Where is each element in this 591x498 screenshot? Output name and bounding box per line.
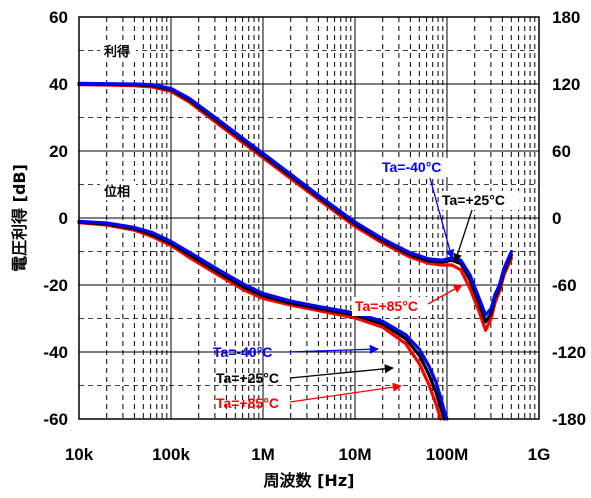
x-tick-label: 1M — [251, 445, 275, 464]
x-tick-label: 1G — [528, 445, 551, 464]
y2-tick-label: -180 — [552, 410, 586, 429]
y2-tick-label: 0 — [552, 209, 561, 228]
annotation-phase-minus40: Ta=-40°C — [213, 344, 272, 360]
phase-caption: 位相 — [104, 184, 130, 200]
y2-tick-label: 120 — [552, 75, 580, 94]
annotation-phase-plus25: Ta=+25°C — [216, 370, 279, 386]
annotation-gain-minus40: Ta=-40°C — [382, 159, 441, 175]
y-tick-label: 40 — [49, 75, 68, 94]
phase-line-minus40 — [77, 219, 449, 421]
y-tick-label: -40 — [43, 343, 68, 362]
phase-line-plus85 — [77, 221, 443, 421]
annotation-arrow — [289, 364, 394, 379]
x-tick-label: 10M — [338, 445, 371, 464]
y-tick-label: -20 — [43, 276, 68, 295]
plot-frame — [78, 16, 540, 420]
series-lines — [77, 81, 513, 421]
phase-line-plus25 — [77, 220, 446, 421]
annotation-arrow — [286, 344, 379, 354]
y-tick-label: 0 — [59, 209, 68, 228]
annotation-arrow — [289, 382, 402, 403]
y-tick-labels: 60 40 20 0 -20 -40 -60 — [43, 8, 68, 429]
y-tick-label: 60 — [49, 8, 68, 27]
y-axis-label: 電圧利得 [dB] — [10, 164, 29, 272]
temperature-annotations: Ta=-40°C Ta=+25°C Ta=+85°C Ta=-40°C Ta=+25°C… — [213, 158, 519, 411]
y2-tick-labels: 180 120 60 0 -60 -120 -180 — [552, 8, 586, 429]
annotation-arrow — [453, 209, 473, 263]
gain-caption: 利得 — [104, 44, 130, 60]
annotation-gain-plus85: Ta=+85°C — [355, 298, 418, 314]
annotation-arrow — [427, 284, 463, 305]
x-tick-label: 10k — [65, 445, 94, 464]
annotation-phase-plus85: Ta=+85°C — [216, 395, 279, 411]
y2-tick-label: -120 — [552, 343, 586, 362]
x-tick-labels: 10k 100k 1M 10M 100M 1G — [65, 445, 551, 464]
y-tick-label: 20 — [49, 142, 68, 161]
y-tick-label: -60 — [43, 410, 68, 429]
y2-tick-label: -60 — [552, 276, 577, 295]
x-tick-label: 100k — [152, 445, 190, 464]
y2-tick-label: 180 — [552, 8, 580, 27]
annotation-gain-plus25: Ta=+25°C — [442, 192, 505, 208]
annotation-arrow — [429, 177, 455, 259]
x-axis-label: 周波数 [Hz] — [264, 471, 355, 490]
y2-tick-label: 60 — [552, 142, 571, 161]
x-tick-label: 100M — [426, 445, 469, 464]
gain-line-minus40 — [77, 81, 513, 317]
